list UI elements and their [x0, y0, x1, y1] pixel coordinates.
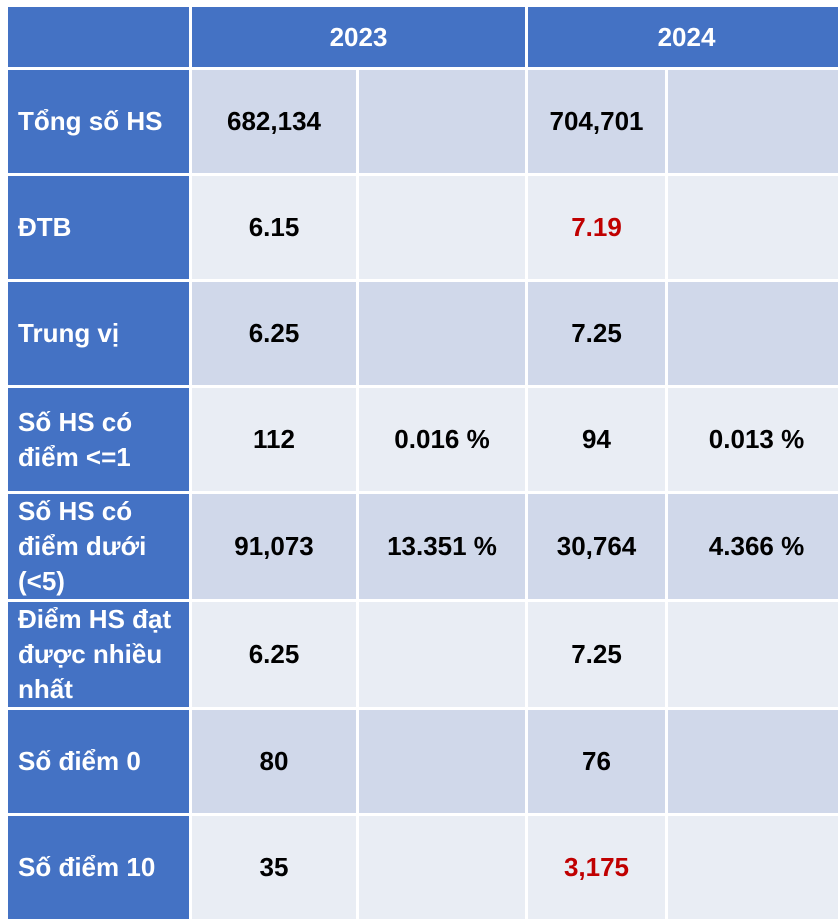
row-label: Điểm HS đạt được nhiều nhất — [8, 602, 189, 707]
empty-cell — [359, 282, 525, 385]
empty-cell — [668, 176, 838, 279]
value-cell: 6.15 — [192, 176, 356, 279]
empty-cell — [359, 710, 525, 813]
table-row: Số điểm 0 80 76 — [8, 710, 838, 813]
table-row: Số HS có điểm dưới (<5) 91,073 13.351 % 30,… — [8, 494, 838, 599]
empty-cell — [359, 816, 525, 919]
value-cell: 704,701 — [528, 70, 665, 173]
table-row: Tổng số HS 682,134 704,701 — [8, 70, 838, 173]
row-label: Trung vị — [8, 282, 189, 385]
value-cell: 3,175 — [528, 816, 665, 919]
row-label: Số HS có điểm dưới (<5) — [8, 494, 189, 599]
table-row: Số HS có điểm <=1 112 0.016 % 94 0.013 % — [8, 388, 838, 491]
value-cell: 7.25 — [528, 602, 665, 707]
value-cell: 4.366 % — [668, 494, 838, 599]
empty-cell — [359, 70, 525, 173]
row-label: Số điểm 0 — [8, 710, 189, 813]
row-label: Số điểm 10 — [8, 816, 189, 919]
empty-cell — [668, 710, 838, 813]
empty-cell — [668, 282, 838, 385]
header-year: 2024 — [528, 7, 838, 67]
table-row: ĐTB 6.15 7.19 — [8, 176, 838, 279]
value-cell: 6.25 — [192, 602, 356, 707]
empty-cell — [359, 176, 525, 279]
value-cell: 6.25 — [192, 282, 356, 385]
table-body: Tổng số HS 682,134 704,701 ĐTB 6.15 7.19 Trung… — [8, 70, 838, 919]
value-cell: 112 — [192, 388, 356, 491]
header-year: 2023 — [192, 7, 525, 67]
value-cell: 30,764 — [528, 494, 665, 599]
row-label: ĐTB — [8, 176, 189, 279]
value-cell: 91,073 — [192, 494, 356, 599]
stats-table: 2023 2024 Tổng số HS 682,134 704,701 ĐTB 6.1… — [5, 4, 838, 922]
header-row: 2023 2024 — [8, 7, 838, 67]
empty-cell — [668, 602, 838, 707]
value-cell: 0.013 % — [668, 388, 838, 491]
value-cell: 76 — [528, 710, 665, 813]
header-corner — [8, 7, 189, 67]
row-label: Số HS có điểm <=1 — [8, 388, 189, 491]
table-row: Số điểm 10 35 3,175 — [8, 816, 838, 919]
value-cell: 0.016 % — [359, 388, 525, 491]
value-cell: 13.351 % — [359, 494, 525, 599]
row-label: Tổng số HS — [8, 70, 189, 173]
table-row: Trung vị 6.25 7.25 — [8, 282, 838, 385]
value-cell: 35 — [192, 816, 356, 919]
value-cell: 7.25 — [528, 282, 665, 385]
value-cell: 7.19 — [528, 176, 665, 279]
value-cell: 80 — [192, 710, 356, 813]
empty-cell — [668, 816, 838, 919]
empty-cell — [668, 70, 838, 173]
table-row: Điểm HS đạt được nhiều nhất 6.25 7.25 — [8, 602, 838, 707]
value-cell: 682,134 — [192, 70, 356, 173]
empty-cell — [359, 602, 525, 707]
value-cell: 94 — [528, 388, 665, 491]
